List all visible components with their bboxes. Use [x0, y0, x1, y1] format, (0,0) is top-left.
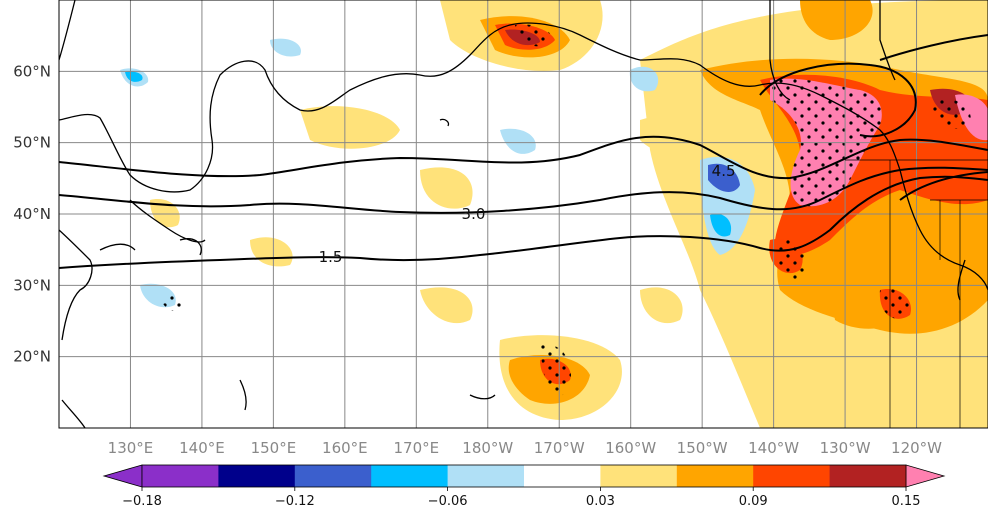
colorbar-bin [524, 465, 601, 487]
longitude-label: 130°E [108, 439, 154, 457]
longitude-label: 140°E [179, 439, 225, 457]
longitude-label: 150°W [677, 439, 728, 457]
map-frame [58, 0, 988, 429]
colorbar-tick-label: −0.06 [428, 494, 468, 509]
colorbar-under-extension [102, 464, 143, 488]
latitude-labels: 60°N 50°N 40°N 30°N 20°N [13, 62, 51, 365]
colorbar-frame [141, 464, 907, 488]
boundary-lines [845, 159, 988, 428]
longitude-label: 160°E [322, 439, 368, 457]
latitude-label: 30°N [13, 276, 51, 294]
colorbar-bin [371, 465, 449, 487]
colorbar-tick-label: 0.09 [739, 494, 768, 509]
colorbar-bin [218, 465, 296, 487]
longitude-label: 130°W [820, 439, 871, 457]
colorbar: −0.18 −0.12 −0.06 0.03 0.09 0.15 [102, 464, 946, 509]
longitude-label: 180°W [462, 439, 513, 457]
colorbar-tick-label: −0.12 [275, 494, 315, 509]
contour-1-5 [59, 175, 988, 269]
colorbar-bin [600, 465, 678, 487]
map-gridlines [59, 0, 988, 428]
coastlines [59, 0, 988, 428]
contour-labels: 4.5 3.0 1.5 [319, 162, 736, 266]
longitude-label: 160°W [605, 439, 656, 457]
longitude-label: 170°E [394, 439, 440, 457]
contour-4-5 [59, 135, 988, 180]
colorbar-tick-label: −0.18 [122, 494, 162, 509]
colorbar-tick-label: 0.15 [892, 494, 921, 509]
colorbar-bin [294, 465, 372, 487]
map-panel: 4.5 3.0 1.5 [59, 0, 988, 428]
longitude-label: 120°W [891, 439, 942, 457]
colorbar-over-extension [905, 464, 946, 488]
contour-label: 1.5 [319, 248, 343, 266]
latitude-label: 20°N [13, 348, 51, 366]
colorbar-bin [676, 465, 754, 487]
contour-lines [59, 34, 988, 269]
latitude-label: 60°N [13, 62, 51, 80]
latitude-label: 40°N [13, 205, 51, 223]
contour-3-0 [59, 166, 988, 214]
latitude-label: 50°N [13, 134, 51, 152]
longitude-label: 170°W [534, 439, 585, 457]
colorbar-bin [753, 465, 831, 487]
contour-upper-loop [759, 62, 917, 138]
contour-upper-right [879, 34, 988, 61]
colorbar-bin [829, 465, 907, 487]
colorbar-bin [447, 465, 525, 487]
longitude-labels: 130°E 140°E 150°E 160°E 170°E 180°W 170°W 160°W… [108, 439, 943, 457]
contour-label: 3.0 [462, 205, 486, 223]
longitude-label: 140°W [748, 439, 799, 457]
contour-right-loop [899, 171, 988, 201]
colorbar-bin [142, 465, 219, 487]
colorbar-tick-label: 0.03 [586, 494, 615, 509]
contour-label: 4.5 [712, 162, 736, 180]
longitude-label: 150°E [251, 439, 297, 457]
